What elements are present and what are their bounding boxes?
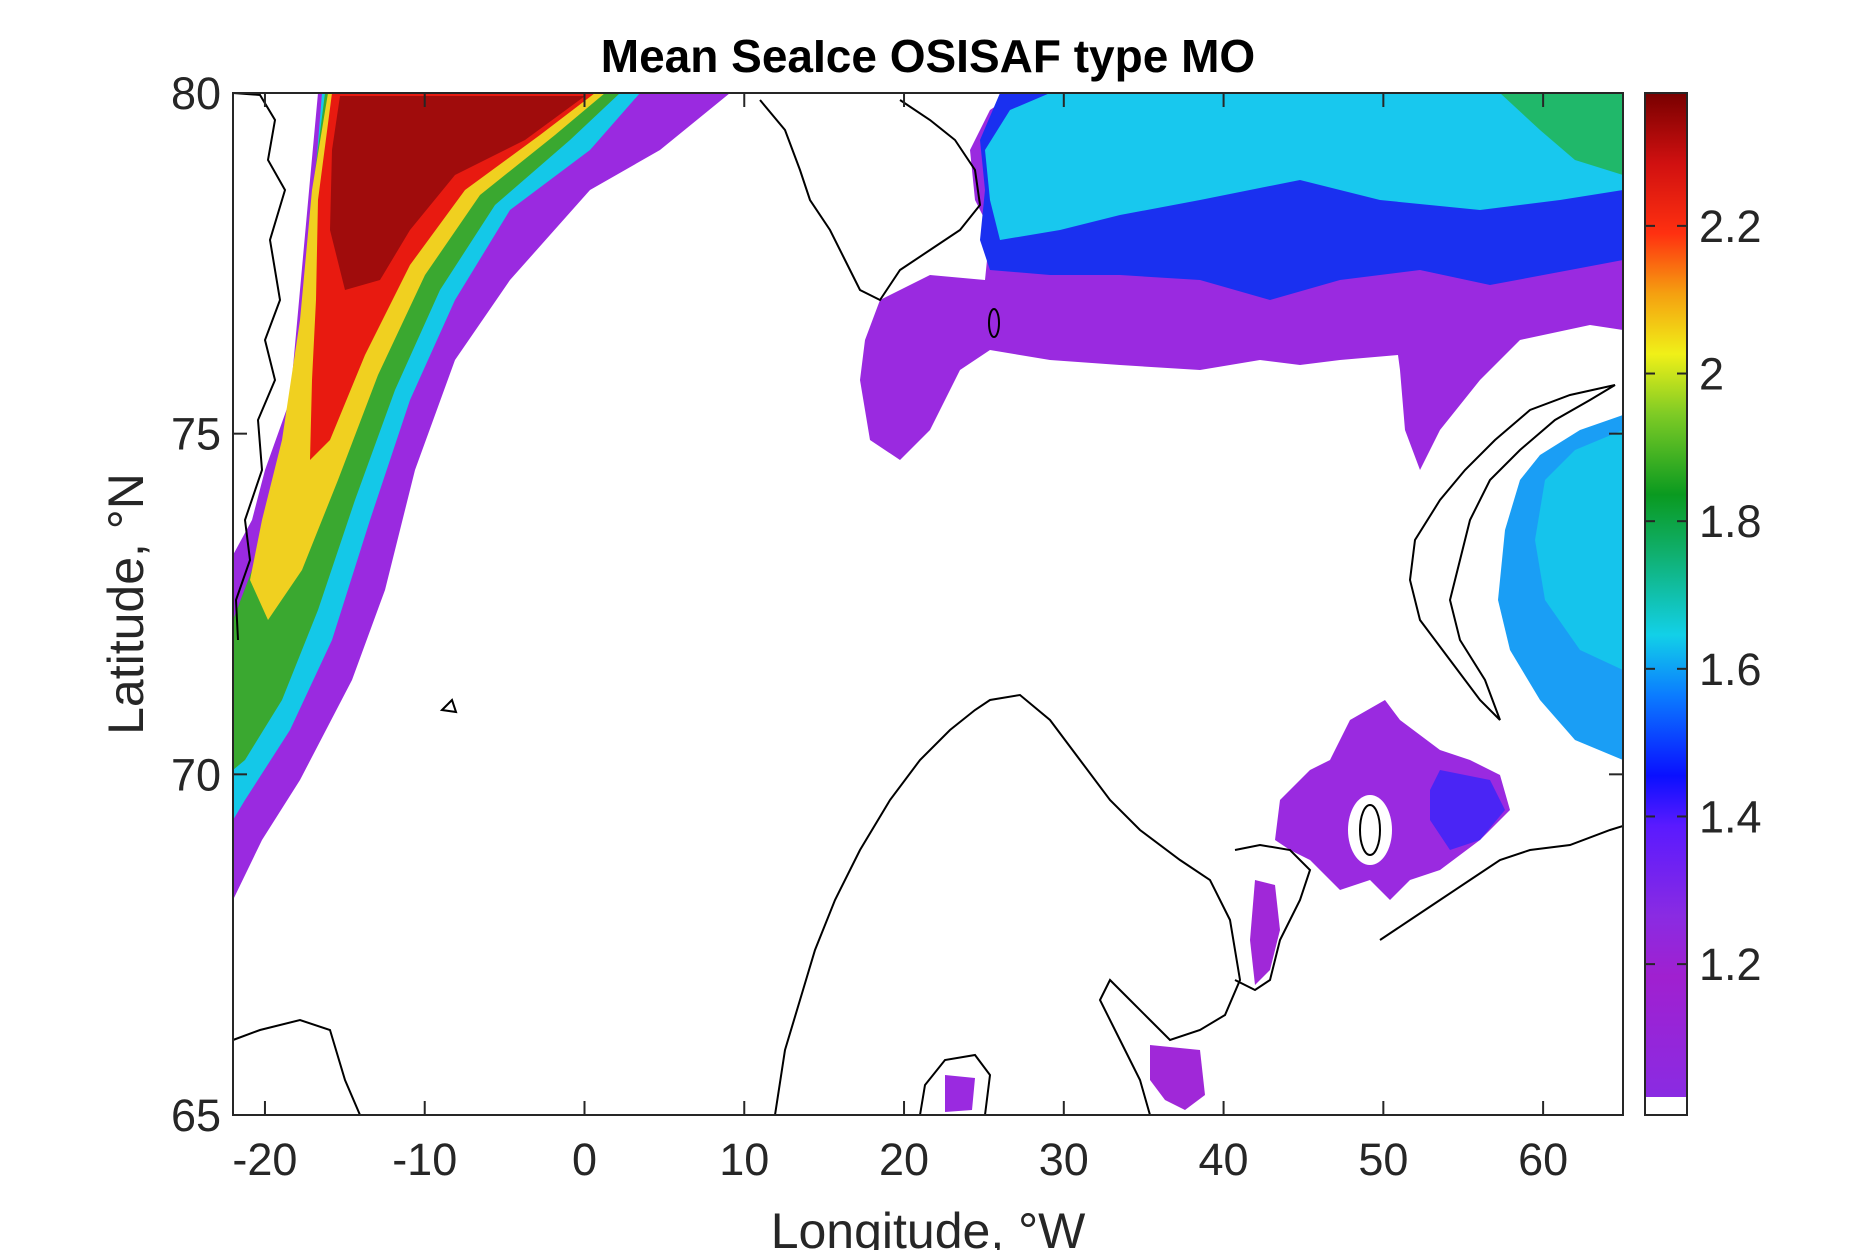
greenland-ice-dark-core [330,96,585,290]
novaya-zemlya-coastline [1408,384,1616,721]
colorbar-tick-label: 1.2 [1699,939,1762,990]
x-axis: -20 -10 0 10 20 30 40 50 60 [232,93,1568,1185]
colorbar-under-swatch [1645,1097,1687,1115]
y-axis: 65 70 75 80 [171,68,1623,1141]
colorbar-tick-label: 2 [1699,349,1724,400]
kola-coastline [1234,843,1312,992]
white-sea-ice-b [1250,880,1280,985]
y-tick-label: 75 [171,409,221,460]
colorbar-frame [1644,92,1688,1116]
kolguev-island-coastline [1359,804,1381,856]
jan-mayen-coastline [439,698,458,714]
heatmap-field [233,93,1623,1112]
colorbar: 1.2 1.4 1.6 1.8 2 2.2 [1644,92,1762,1116]
pechora-sea-ice [1275,700,1510,900]
gulf-of-bothnia-ice [945,1075,975,1112]
bear-island-coastline [988,308,1000,338]
svalbard-barents-green [1500,93,1623,175]
x-tick-label: 20 [879,1134,929,1185]
y-tick-label: 65 [171,1090,221,1141]
colorbar-tick-label: 1.4 [1699,791,1762,842]
colorbar-tick-label: 1.8 [1699,496,1762,547]
y-tick-label: 70 [171,749,221,800]
colorbar-gradient [1645,93,1687,1097]
x-axis-label: Longitude, °W [771,1203,1086,1250]
pechora-sea-blue [1430,770,1505,850]
iceland-coastline [233,1018,361,1115]
colorbar-tick-label: 1.6 [1699,644,1762,695]
x-tick-label: 10 [719,1134,769,1185]
greenland-coastline [233,93,287,641]
colorbar-ticks: 1.2 1.4 1.6 1.8 2 2.2 [1645,201,1762,990]
colorbar-tick-label: 2.2 [1699,201,1762,252]
x-tick-label: -20 [232,1134,297,1185]
x-tick-label: 40 [1199,1134,1249,1185]
y-tick-label: 80 [171,68,221,119]
coastlines [233,93,1623,1115]
plot-area [233,93,1623,1115]
white-sea-ice-a [1150,1045,1205,1110]
y-axis-label: Latitude, °N [98,473,154,735]
kolguev-island-hole [1348,795,1392,865]
x-tick-label: 30 [1039,1134,1089,1185]
svalbard-barents-cyan [985,93,1623,240]
svalbard-coastline [759,99,982,302]
scandinavia-coastline [774,693,1242,1115]
gulf-of-bothnia-coastline [919,1053,992,1115]
x-tick-label: 60 [1518,1134,1568,1185]
x-tick-label: 0 [572,1134,597,1185]
x-tick-label: 50 [1358,1134,1408,1185]
kara-sea-cyan [1535,430,1623,670]
chart-title: Mean SeaIce OSISAF type MO [601,30,1255,82]
russia-arctic-coastline [1379,825,1623,941]
x-tick-label: -10 [392,1134,457,1185]
plot-frame [232,92,1624,1116]
